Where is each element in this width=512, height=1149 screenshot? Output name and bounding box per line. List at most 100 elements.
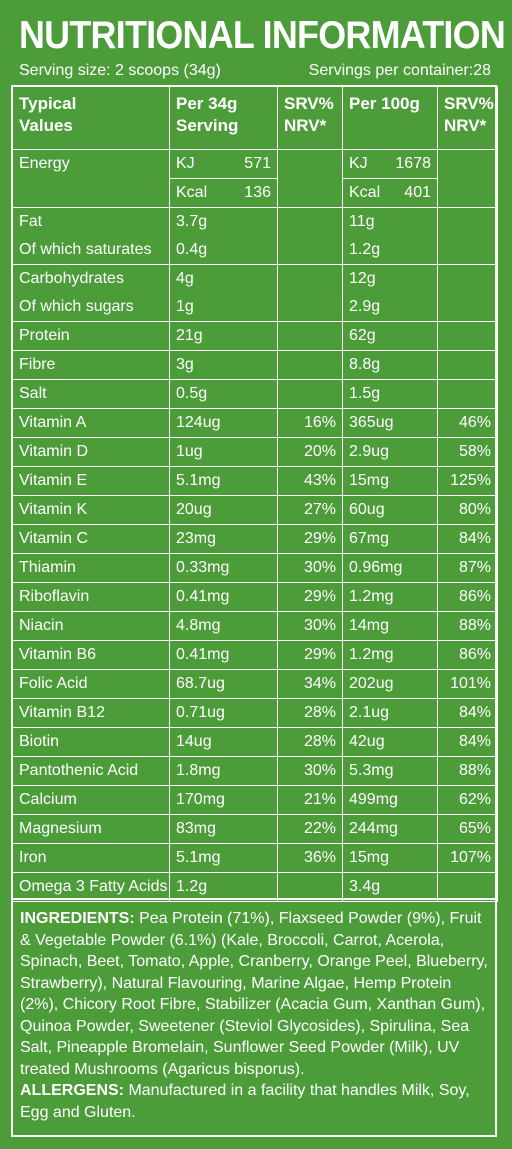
- nutrient-srv-100g: 84%: [437, 698, 498, 728]
- nutrient-per-serving: 5.1mg: [169, 466, 278, 496]
- header-per-100g: Per 100g: [342, 86, 438, 150]
- nutrient-srv-serving: [277, 379, 343, 409]
- energy-serving-kj: KJ 571: [169, 149, 278, 179]
- nutrient-name: Salt: [12, 379, 170, 409]
- nutrient-name: Vitamin A: [12, 408, 170, 438]
- nutrient-name: Vitamin D: [12, 437, 170, 467]
- nutrient-per-serving: 1ug: [169, 437, 278, 467]
- nutrient-srv-100g: 84%: [437, 727, 498, 757]
- allergens-label: ALLERGENS:: [20, 1082, 124, 1099]
- allergens-text: ALLERGENS: Manufactured in a facility th…: [20, 1082, 470, 1121]
- nutrient-srv-100g: 84%: [437, 524, 498, 554]
- nutrient-per-serving: 20ug: [169, 495, 278, 525]
- nutrient-srv-100g: 87%: [437, 553, 498, 583]
- nutrient-per-100g: 0.96mg: [342, 553, 438, 583]
- ingredients-label: INGREDIENTS:: [20, 910, 135, 927]
- nutrient-srv-serving: 20%: [277, 437, 343, 467]
- energy-label: Energy: [12, 149, 170, 179]
- header-typical-values: Typical Values: [12, 86, 170, 150]
- nutrient-srv-serving: 36%: [277, 843, 343, 873]
- nutrient-srv-serving: [277, 321, 343, 351]
- nutrient-name: Calcium: [12, 785, 170, 815]
- nutrient-row: Niacin 4.8mg 30% 14mg 88%: [12, 611, 498, 641]
- nutrient-per-100g: 67mg: [342, 524, 438, 554]
- nutrient-srv-serving: 16%: [277, 408, 343, 438]
- saturates-label: Of which saturates: [12, 236, 170, 265]
- nutrient-per-serving: 1.2g: [169, 872, 278, 902]
- sugars-row: Of which sugars 1g 2.9g: [12, 293, 498, 322]
- nutrient-per-serving: 5.1mg: [169, 843, 278, 873]
- nutrient-per-100g: 62g: [342, 321, 438, 351]
- nutrient-name: Vitamin B6: [12, 640, 170, 670]
- nutrient-srv-100g: 107%: [437, 843, 498, 873]
- nutrient-per-100g: 15mg: [342, 843, 438, 873]
- nutrient-srv-100g: 101%: [437, 669, 498, 699]
- nutrient-name: Folic Acid: [12, 669, 170, 699]
- nutrient-per-100g: 42ug: [342, 727, 438, 757]
- nutrient-row: Vitamin K 20ug 27% 60ug 80%: [12, 495, 498, 525]
- nutrient-row: Folic Acid 68.7ug 34% 202ug 101%: [12, 669, 498, 699]
- nutrient-row: Omega 3 Fatty Acids 1.2g 3.4g: [12, 872, 498, 902]
- energy-row-kcal: Kcal 136 Kcal 401: [12, 178, 498, 208]
- nutrient-srv-100g: 62%: [437, 785, 498, 815]
- nutrient-row: Fibre 3g 8.8g: [12, 350, 498, 380]
- nutrient-srv-serving: 28%: [277, 727, 343, 757]
- nutrient-srv-100g: 86%: [437, 640, 498, 670]
- nutrient-per-100g: 2.9ug: [342, 437, 438, 467]
- nutrient-per-100g: 499mg: [342, 785, 438, 815]
- nutrient-per-serving: 0.5g: [169, 379, 278, 409]
- nutrient-per-100g: 2.1ug: [342, 698, 438, 728]
- nutrient-name: Biotin: [12, 727, 170, 757]
- nutrient-srv-serving: 34%: [277, 669, 343, 699]
- nutrient-srv-serving: 30%: [277, 756, 343, 786]
- nutrient-per-serving: 68.7ug: [169, 669, 278, 699]
- energy-row-kj: Energy KJ 571 KJ 1678: [12, 149, 498, 179]
- nutrient-per-serving: 170mg: [169, 785, 278, 815]
- header-row: Typical Values Per 34g Serving SRV% NRV* Pe…: [12, 86, 498, 150]
- saturates-100g: 1.2g: [342, 236, 438, 265]
- nutrient-srv-100g: 88%: [437, 756, 498, 786]
- energy-serving-kcal: Kcal 136: [169, 178, 278, 208]
- nutrient-srv-100g: 88%: [437, 611, 498, 641]
- nutrient-per-serving: 3g: [169, 350, 278, 380]
- nutrition-table: Typical Values Per 34g Serving SRV% NRV* Pe…: [12, 86, 498, 902]
- ingredients-block: INGREDIENTS: Pea Protein (71%), Flaxseed…: [20, 908, 492, 1123]
- nutrient-row: Vitamin B12 0.71ug 28% 2.1ug 84%: [12, 698, 498, 728]
- nutrient-per-100g: 15mg: [342, 466, 438, 496]
- nutrient-row: Riboflavin 0.41mg 29% 1.2mg 86%: [12, 582, 498, 612]
- carbs-row: Carbohydrates 4g 12g: [12, 264, 498, 293]
- nutrient-per-100g: 202ug: [342, 669, 438, 699]
- nutrient-per-serving: 0.41mg: [169, 640, 278, 670]
- nutrient-per-serving: 83mg: [169, 814, 278, 844]
- nutrient-per-serving: 0.41mg: [169, 582, 278, 612]
- fat-row: Fat 3.7g 11g: [12, 207, 498, 236]
- nutrient-srv-serving: [277, 350, 343, 380]
- nutrient-per-100g: 1.2mg: [342, 582, 438, 612]
- nutrient-srv-100g: [437, 379, 498, 409]
- nutrient-srv-serving: 29%: [277, 582, 343, 612]
- nutrient-srv-100g: 46%: [437, 408, 498, 438]
- nutrient-name: Vitamin E: [12, 466, 170, 496]
- nutrient-name: Thiamin: [12, 553, 170, 583]
- nutrient-srv-100g: [437, 872, 498, 902]
- nutrient-name: Protein: [12, 321, 170, 351]
- nutrient-srv-serving: 29%: [277, 640, 343, 670]
- nutrient-srv-100g: 58%: [437, 437, 498, 467]
- nutrient-name: Pantothenic Acid: [12, 756, 170, 786]
- nutrient-name: Omega 3 Fatty Acids: [12, 872, 170, 902]
- nutrient-srv-100g: [437, 321, 498, 351]
- nutrient-name: Fibre: [12, 350, 170, 380]
- nutrient-row: Salt 0.5g 1.5g: [12, 379, 498, 409]
- nutrient-srv-100g: 80%: [437, 495, 498, 525]
- nutrient-srv-serving: 43%: [277, 466, 343, 496]
- nutrient-name: Niacin: [12, 611, 170, 641]
- nutrient-name: Iron: [12, 843, 170, 873]
- fat-label: Fat: [12, 207, 170, 236]
- nutrient-per-100g: 14mg: [342, 611, 438, 641]
- nutrient-srv-100g: 125%: [437, 466, 498, 496]
- nutrient-row: Magnesium 83mg 22% 244mg 65%: [12, 814, 498, 844]
- nutrient-srv-100g: [437, 350, 498, 380]
- nutrient-srv-serving: 30%: [277, 611, 343, 641]
- nutrient-srv-serving: 21%: [277, 785, 343, 815]
